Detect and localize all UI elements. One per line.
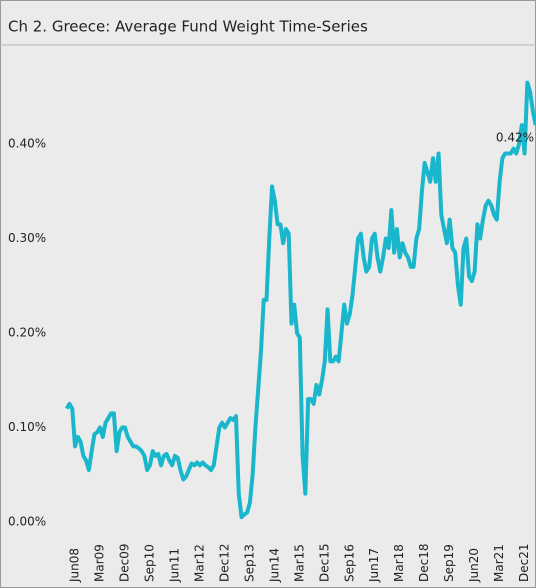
chart-title: Ch 2. Greece: Average Fund Weight Time-S… — [8, 18, 368, 36]
x-tick-label: Mar09 — [93, 544, 107, 582]
x-tick-label: Jun11 — [167, 548, 181, 583]
x-tick-label: Dec12 — [217, 544, 231, 583]
y-tick-label: 0.00% — [8, 515, 46, 529]
y-tick-label: 0.20% — [8, 326, 46, 340]
y-tick-label: 0.40% — [8, 137, 46, 151]
x-tick-label: Dec09 — [117, 544, 131, 583]
x-tick-label: Sep13 — [242, 544, 256, 582]
x-tick-label: Mar18 — [392, 544, 406, 582]
y-tick-label: 0.30% — [8, 231, 46, 245]
x-tick-label: Jun20 — [467, 548, 481, 583]
y-tick-label: 0.10% — [8, 420, 46, 434]
x-tick-label: Dec18 — [417, 544, 431, 583]
x-tick-label: Dec15 — [317, 544, 331, 583]
x-tick-label: Dec21 — [517, 544, 531, 583]
line-series — [64, 80, 536, 520]
x-tick-label: Mar12 — [192, 544, 206, 582]
x-tick-label: Sep19 — [442, 544, 456, 582]
x-tick-label: Sep10 — [142, 544, 156, 582]
x-tick-label: Jun14 — [267, 548, 281, 583]
x-tick-label: Jun17 — [367, 548, 381, 583]
x-tick-label: Mar15 — [292, 544, 306, 582]
x-tick-label: Jun08 — [68, 548, 82, 583]
x-tick-label: Mar21 — [492, 544, 506, 582]
end-value-label: 0.42% — [496, 131, 534, 145]
x-tick-label: Sep16 — [342, 544, 356, 582]
